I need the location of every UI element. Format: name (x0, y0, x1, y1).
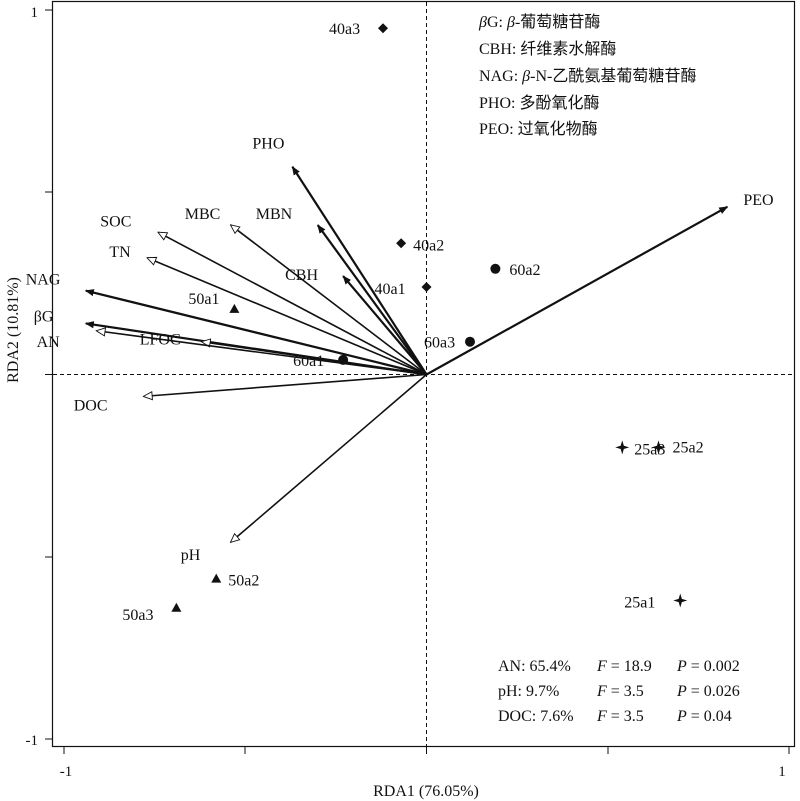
stats-f-label: F (596, 658, 607, 675)
sample-point-60a1 (338, 354, 349, 365)
sample-point-40a1 (421, 282, 432, 293)
arrow-label-g: βG (34, 308, 54, 325)
stats-f-value: = 18.9 (611, 658, 652, 675)
legend-line-bg: βG: β-葡萄糖苷酶 (478, 13, 600, 31)
stats-f-label: F (596, 683, 607, 700)
axis-ticks (45, 9, 790, 754)
arrows-layer (84, 165, 729, 543)
sample-point-40a3 (378, 23, 388, 34)
legend-line-cbh: CBH: 纤维素水解酶 (479, 40, 616, 58)
y-axis-title: RDA2 (10.81%) (5, 277, 22, 383)
sample-label-40a3: 40a3 (329, 21, 360, 38)
arrow-an (97, 331, 427, 376)
sample-label-25a3: 25a3 (634, 441, 665, 458)
arrow-mbn (316, 224, 428, 376)
legend-line-pho: PHO: 多酚氧化酶 (479, 94, 599, 112)
arrow-peo (425, 205, 729, 376)
y-tick-label-top: 1 (31, 5, 39, 21)
stats-f-value: = 3.5 (611, 683, 644, 700)
arrow-label-doc: DOC (74, 397, 108, 414)
arrow-label-soc: SOC (100, 213, 131, 230)
sample-point-40a2 (396, 238, 407, 249)
arrow-doc (144, 373, 427, 397)
sample-label-60a3: 60a3 (424, 335, 455, 352)
y-tick-label-bottom: -1 (26, 733, 39, 749)
arrow-ph (231, 373, 428, 543)
stats-p: P = 0.026 (676, 683, 740, 700)
arrow-label-mbc: MBC (185, 206, 221, 223)
stats-p: P = 0.002 (676, 658, 740, 675)
sample-label-25a1: 25a1 (624, 594, 655, 611)
sample-point-60a3 (465, 336, 475, 347)
sample-point-25a1 (673, 593, 688, 608)
stats-p: P = 0.04 (676, 708, 732, 725)
legend: βG: β-葡萄糖苷酶 CBH: 纤维素水解酶 NAG: β-N-乙酰氨基葡萄糖… (478, 13, 696, 138)
arrow-label-cbh: CBH (285, 267, 318, 284)
x-axis-title: RDA1 (76.05%) (373, 783, 479, 800)
stats-line-an: AN: 65.4% F = 18.9 P = 0.002 (498, 658, 740, 675)
sample-label-50a1: 50a1 (188, 291, 219, 308)
arrow-tn (147, 258, 427, 376)
stats-line-ph: pH: 9.7% F = 3.5 P = 0.026 (498, 683, 740, 700)
sample-point-25a2 (651, 440, 666, 455)
labels-layer: PHO PEO MBN CBH NAG βG SOC MBC TN LFOC AN DOC pH 40a3… (26, 21, 774, 624)
stats-f: F = 3.5 (596, 683, 644, 700)
x-tick-label-left: -1 (60, 764, 73, 780)
arrow-soc (158, 231, 427, 376)
arrow-label-mbn: MBN (256, 206, 293, 223)
stats-f-label: F (596, 708, 607, 725)
stats-f-value: = 3.5 (611, 708, 644, 725)
sample-label-40a1: 40a1 (375, 281, 406, 298)
sample-point-50a1 (229, 303, 240, 313)
points-layer (171, 23, 688, 612)
arrow-label-pho: PHO (252, 136, 284, 153)
legend-line-nag: NAG: β-N-乙酰氨基葡萄糖苷酶 (479, 67, 696, 85)
arrow-label-nag: NAG (26, 272, 61, 289)
stats-p-value: = 0.002 (691, 658, 740, 675)
stats-f: F = 18.9 (596, 658, 652, 675)
sample-label-40a2: 40a2 (413, 237, 444, 254)
x-tick-label-right: 1 (778, 764, 786, 780)
sample-label-50a2: 50a2 (228, 573, 259, 590)
sample-label-25a2: 25a2 (673, 439, 704, 456)
stats-p-label: P (676, 658, 687, 675)
sample-point-50a3 (171, 602, 182, 612)
arrow-label-tn: TN (109, 244, 131, 261)
arrow-label-ph: pH (181, 547, 201, 564)
stats-p-label: P (676, 708, 687, 725)
stats-p-label: P (676, 683, 687, 700)
sample-point-25a3 (615, 440, 630, 455)
stats-box: AN: 65.4% F = 18.9 P = 0.002 pH: 9.7% F = 3… (498, 658, 740, 725)
stats-var: DOC: 7.6% (498, 708, 574, 725)
arrow-mbc (231, 225, 427, 376)
stats-var: pH: 9.7% (498, 683, 559, 700)
stats-line-doc: DOC: 7.6% F = 3.5 P = 0.04 (498, 708, 732, 725)
arrow-nag (84, 289, 427, 376)
arrow-cbh (342, 275, 428, 376)
legend-line-peo: PEO: 过氧化物酶 (479, 120, 598, 138)
stats-var: AN: 65.4% (498, 658, 571, 675)
arrow-pho (291, 165, 428, 376)
sample-point-50a2 (211, 573, 222, 583)
arrow-label-lfoc: LFOC (140, 332, 181, 349)
sample-label-50a3: 50a3 (122, 607, 153, 624)
sample-label-60a2: 60a2 (509, 262, 540, 279)
sample-point-60a2 (490, 263, 501, 274)
stats-p-value: = 0.026 (691, 683, 740, 700)
stats-f: F = 3.5 (596, 708, 644, 725)
arrow-label-peo: PEO (743, 192, 773, 209)
stats-p-value: = 0.04 (691, 708, 732, 725)
sample-label-60a1: 60a1 (293, 353, 324, 370)
arrow-label-an: AN (37, 334, 61, 351)
